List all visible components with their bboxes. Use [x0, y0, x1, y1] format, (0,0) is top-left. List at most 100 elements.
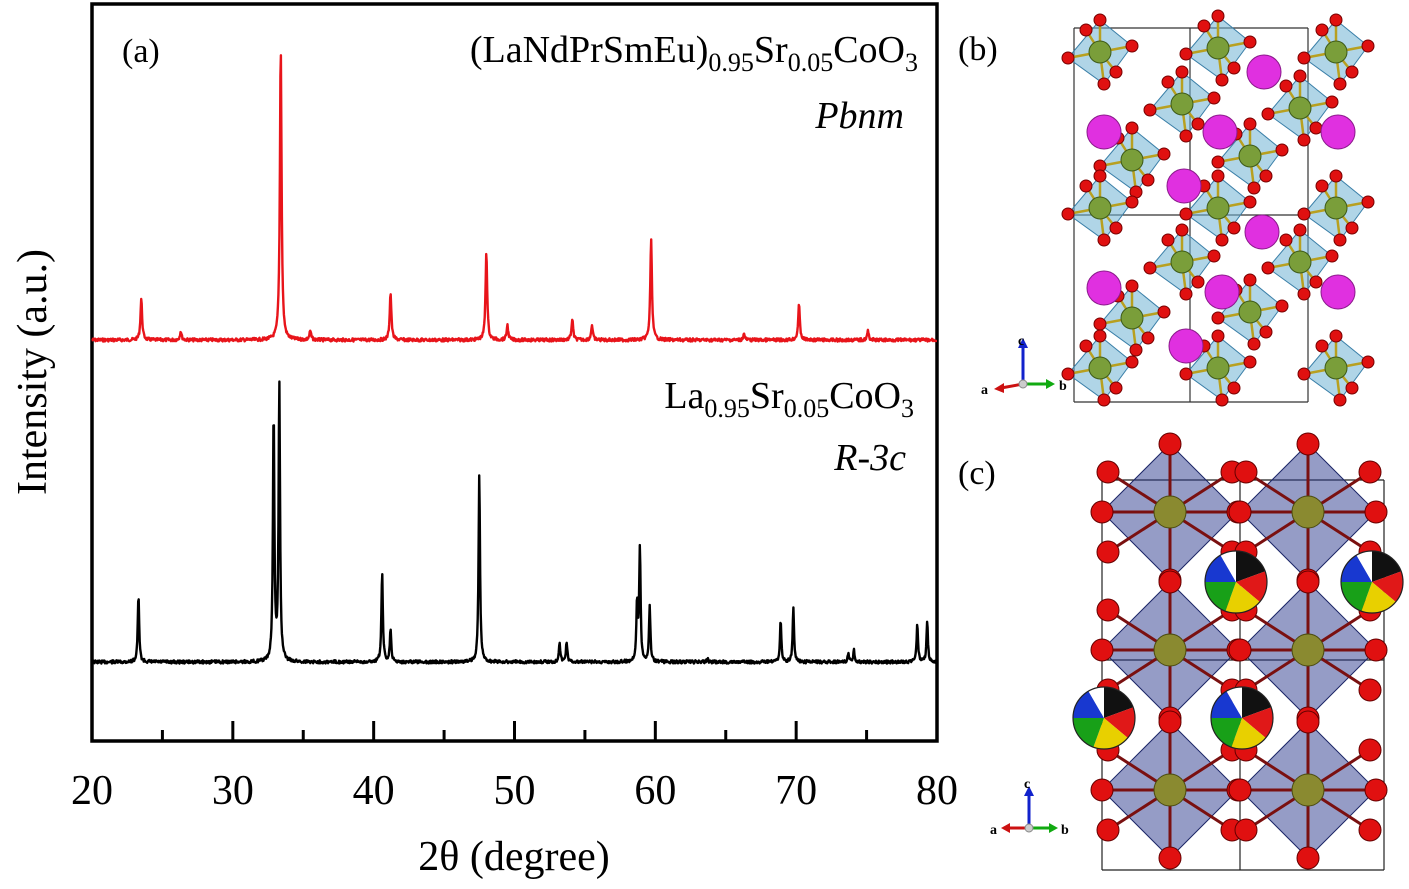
oxygen-atom: [1191, 117, 1205, 131]
oxygen-atom: [1228, 638, 1252, 662]
oxygen-atom: [1090, 500, 1114, 524]
oxygen-atom: [1179, 367, 1193, 381]
series-r3c-spacegroup: R-3c: [833, 437, 906, 479]
element-slice: [1225, 582, 1260, 613]
a-site-atom: [1246, 54, 1282, 90]
oxygen-atom: [1158, 570, 1182, 594]
oxygen-atom: [1297, 367, 1311, 381]
a-site-atom: [1086, 114, 1122, 150]
high-entropy-a-site-atom: [1210, 686, 1274, 750]
oxygen-atom: [1275, 299, 1289, 313]
series-r3c-line: [91, 380, 939, 665]
oxygen-atom: [1096, 818, 1120, 842]
a-site-atom: [1202, 114, 1238, 150]
cobalt-atom: [1288, 96, 1312, 120]
element-slice: [1093, 718, 1128, 749]
axis-glyph-a: a: [981, 383, 988, 398]
x-tick-label: 70: [775, 768, 817, 814]
cobalt-atom: [1153, 773, 1187, 807]
oxygen-atom: [1079, 179, 1093, 193]
a-site-atom: [1244, 214, 1280, 250]
cobalt-atom: [1206, 36, 1230, 60]
oxygen-atom: [1345, 65, 1359, 79]
oxygen-atom: [1096, 598, 1120, 622]
oxygen-atom: [1279, 79, 1293, 93]
oxygen-atom: [1234, 818, 1258, 842]
formula-part: CoO: [829, 375, 901, 417]
x-tick-label: 80: [916, 768, 958, 814]
cobalt-atom: [1206, 196, 1230, 220]
formula-sub: 3: [905, 48, 918, 77]
cobalt-atom: [1170, 92, 1194, 116]
cobalt-atom: [1088, 40, 1112, 64]
series-pbnm-formula: (LaNdPrSmEu)0.95Sr0.05CoO3: [470, 29, 918, 77]
cobalt-atom: [1288, 250, 1312, 274]
x-tick-label: 60: [634, 768, 676, 814]
oxygen-atom: [1093, 317, 1107, 331]
element-slice: [1341, 582, 1372, 612]
axis-glyph-b: b: [1059, 379, 1067, 394]
x-axis-label: 2θ (degree): [418, 834, 610, 880]
axis-triad-b: c a b: [981, 334, 1067, 398]
oxygen-atom: [1125, 355, 1139, 369]
oxygen-atom: [1315, 339, 1329, 353]
oxygen-atom: [1179, 207, 1193, 221]
formula-sub: 3: [901, 394, 914, 423]
oxygen-atom: [1296, 432, 1320, 456]
plot-frame: [90, 2, 939, 743]
series-r3c-formula: La0.95Sr0.05CoO3: [664, 375, 914, 423]
oxygen-atom: [1125, 39, 1139, 53]
oxygen-atom: [1329, 329, 1343, 343]
element-slice: [1242, 707, 1273, 738]
cobalt-atom: [1238, 300, 1262, 324]
element-slice: [1236, 551, 1266, 582]
cobalt-atom: [1291, 495, 1325, 529]
oxygen-atom: [1364, 778, 1388, 802]
cobalt-atom: [1088, 356, 1112, 380]
oxygen-atom: [1333, 393, 1347, 407]
oxygen-atom: [1179, 47, 1193, 61]
oxygen-atom: [1211, 329, 1225, 343]
axis-c-head: [1024, 786, 1034, 796]
series-pbnm-spacegroup: Pbnm: [814, 95, 904, 137]
atom-outline: [1210, 686, 1274, 750]
oxygen-atom: [1228, 500, 1252, 524]
oxygen-atom: [1364, 638, 1388, 662]
oxygen-atom: [1061, 367, 1075, 381]
oxygen-atom: [1297, 133, 1311, 147]
high-entropy-a-site-atom: [1204, 550, 1268, 614]
cobalt-atom: [1153, 633, 1187, 667]
x-tick-label: 20: [71, 768, 113, 814]
oxygen-atom: [1361, 39, 1375, 53]
oxygen-atom: [1109, 221, 1123, 235]
oxygen-atom: [1361, 195, 1375, 209]
formula-part: CoO: [833, 29, 905, 71]
element-slice: [1372, 571, 1403, 602]
panel-label-a: (a): [122, 33, 160, 70]
cobalt-atom: [1291, 633, 1325, 667]
element-slice: [1211, 718, 1242, 748]
oxygen-atom: [1247, 181, 1261, 195]
oxygen-atom: [1093, 13, 1107, 27]
y-axis-label: Intensity (a.u.): [10, 249, 56, 495]
oxygen-atom: [1097, 77, 1111, 91]
element-slice: [1088, 687, 1104, 718]
oxygen-atom: [1261, 261, 1275, 275]
a-site-atom: [1168, 328, 1204, 364]
formula-part: Sr: [750, 375, 784, 417]
oxygen-atom: [1143, 103, 1157, 117]
x-tick-label: 40: [353, 768, 395, 814]
element-slice: [1231, 718, 1266, 749]
element-slice: [1104, 707, 1135, 738]
oxygen-atom: [1061, 207, 1075, 221]
oxygen-atom: [1259, 169, 1273, 183]
formula-sub: 0.95: [708, 48, 754, 77]
axis-glyph-c: c: [1018, 334, 1024, 349]
x-ticks: [160, 721, 869, 741]
cobalt-atom: [1120, 306, 1144, 330]
oxygen-atom: [1129, 343, 1143, 357]
oxygen-atom: [1259, 325, 1273, 339]
oxygen-atom: [1296, 570, 1320, 594]
element-slice: [1104, 687, 1134, 718]
oxygen-atom: [1345, 381, 1359, 395]
